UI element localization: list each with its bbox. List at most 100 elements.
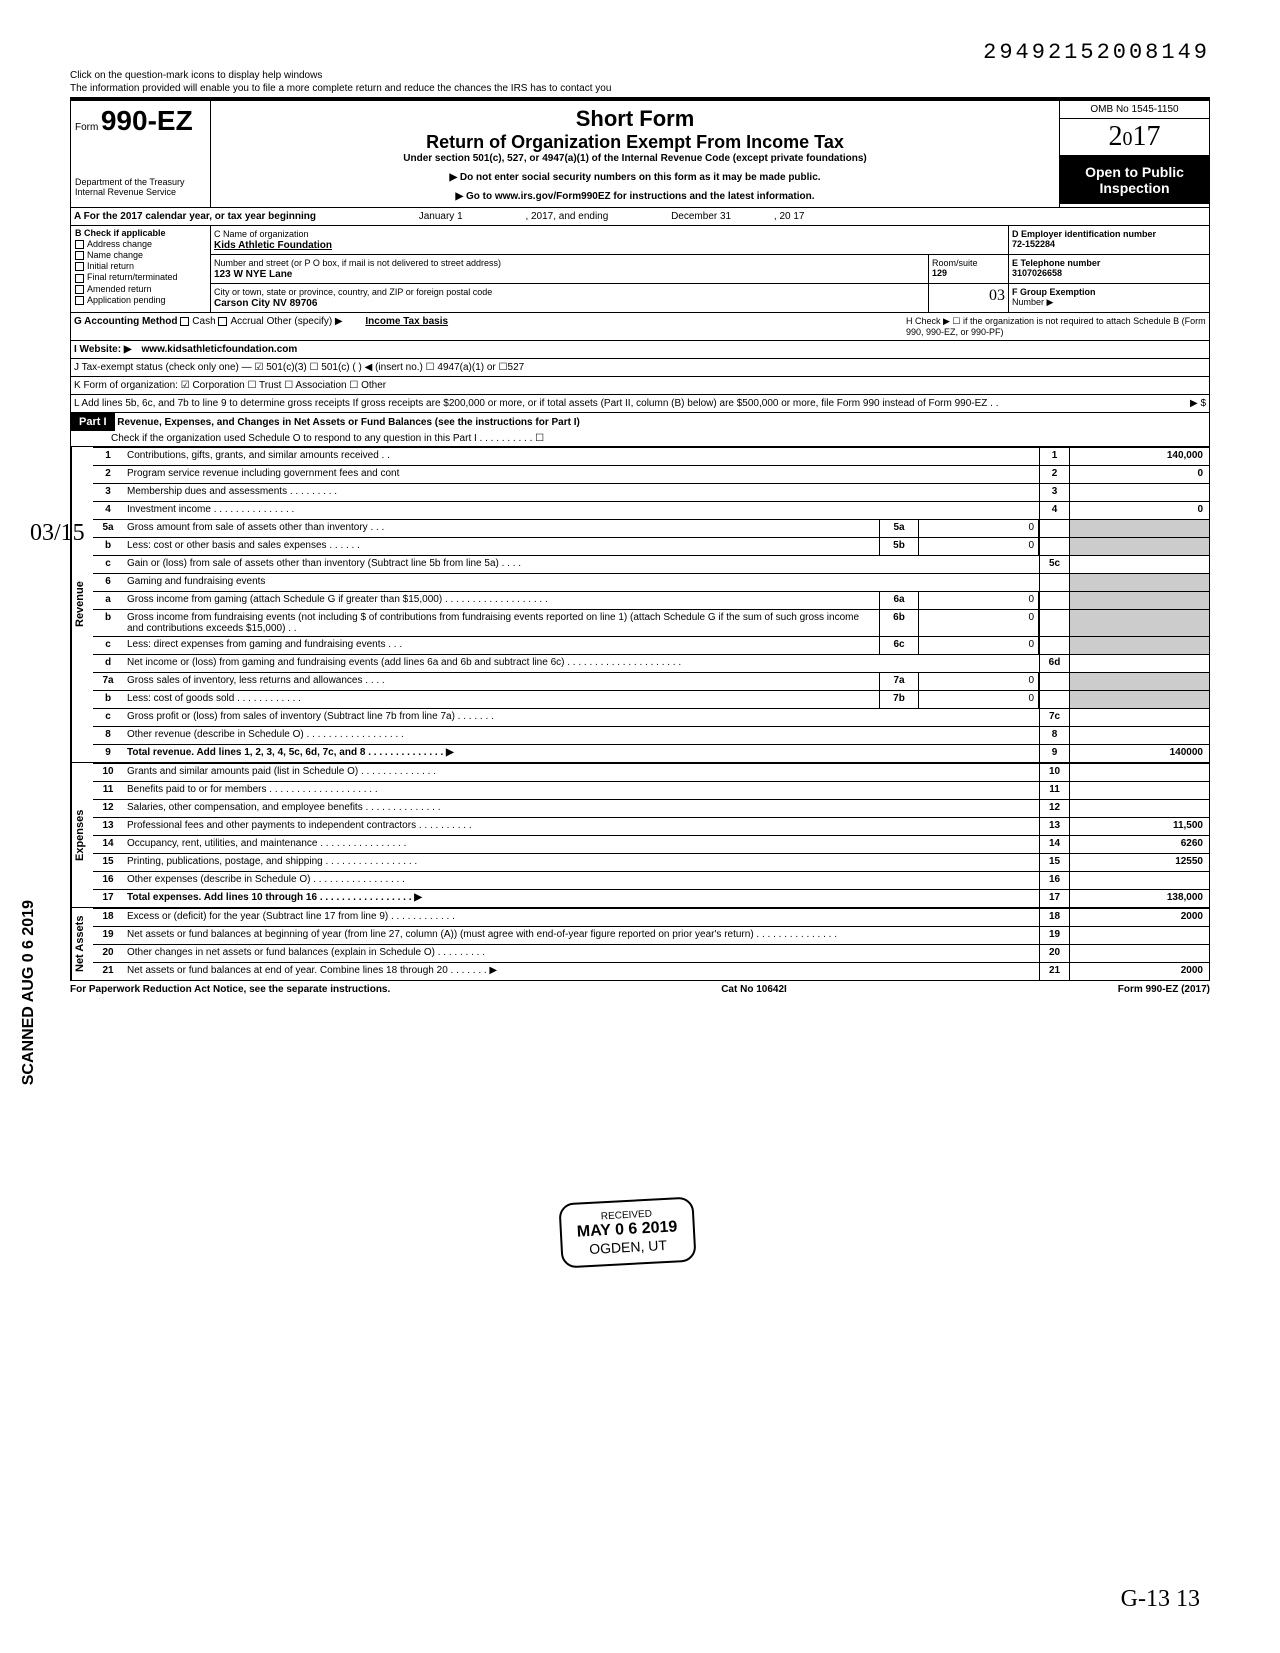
line-7a-val [1069, 673, 1209, 690]
room-value: 129 [932, 268, 947, 278]
line-6c-subval: 0 [919, 637, 1039, 654]
line-15-label: Printing, publications, postage, and shi… [123, 854, 1039, 871]
check-label: B Check if applicable [75, 228, 166, 238]
line-6c-sub: 6c [879, 637, 919, 654]
line-11-num: 11 [93, 782, 123, 799]
line-17-box: 17 [1039, 890, 1069, 907]
line-7b-subval: 0 [919, 691, 1039, 708]
phone-value: 3107026658 [1012, 268, 1062, 278]
year-suffix: , 20 17 [774, 211, 805, 222]
line-6b-label: Gross income from fundraising events (no… [123, 610, 879, 636]
accrual-opt[interactable]: Accrual [230, 316, 263, 327]
line-5a-box [1039, 520, 1069, 537]
handwrite-date: 03/15 [30, 520, 85, 547]
section-l-text: L Add lines 5b, 6c, and 7b to line 9 to … [74, 398, 999, 409]
street-value: 123 W NYE Lane [214, 269, 292, 280]
line-1-val: 140,000 [1069, 448, 1209, 465]
section-e-label: E Telephone number [1012, 258, 1100, 268]
line-5b-label: Less: cost or other basis and sales expe… [123, 538, 879, 555]
mid-text: , 2017, and ending [525, 211, 608, 222]
line-18-label: Excess or (deficit) for the year (Subtra… [123, 909, 1039, 926]
irs-label: Internal Revenue Service [75, 187, 206, 197]
line-3-num: 3 [93, 484, 123, 501]
part1-title: Revenue, Expenses, and Changes in Net As… [117, 417, 580, 428]
revenue-section: Revenue 1Contributions, gifts, grants, a… [70, 447, 1210, 763]
line-7c-val [1069, 709, 1209, 726]
line-9-num: 9 [93, 745, 123, 762]
section-f-label: F Group Exemption [1012, 287, 1096, 297]
line-19-num: 19 [93, 927, 123, 944]
city-value: Carson City NV 89706 [214, 298, 317, 309]
line-3-box: 3 [1039, 484, 1069, 501]
document-number: 29492152008149 [70, 40, 1210, 65]
line-18-num: 18 [93, 909, 123, 926]
line-18-box: 18 [1039, 909, 1069, 926]
line-16-val [1069, 872, 1209, 889]
part1-badge: Part I [71, 413, 115, 431]
line-15-box: 15 [1039, 854, 1069, 871]
check-name[interactable]: Name change [75, 250, 206, 260]
line-7b-val [1069, 691, 1209, 708]
line-11-val [1069, 782, 1209, 799]
line-14-label: Occupancy, rent, utilities, and maintena… [123, 836, 1039, 853]
line-7a-label: Gross sales of inventory, less returns a… [123, 673, 879, 690]
line-4-label: Investment income . . . . . . . . . . . … [123, 502, 1039, 519]
line-5a-num: 5a [93, 520, 123, 537]
line-18-val: 2000 [1069, 909, 1209, 926]
line-17-label: Total expenses. Add lines 10 through 16 … [123, 890, 1039, 907]
section-g-row: G Accounting Method Cash Accrual Other (… [70, 313, 1210, 341]
line-5b-subval: 0 [919, 538, 1039, 555]
tax-year: 20201717 [1060, 119, 1209, 156]
open-public: Open to Public Inspection [1060, 156, 1209, 204]
ssn-warning: ▶ Do not enter social security numbers o… [216, 172, 1054, 183]
line-17-val: 138,000 [1069, 890, 1209, 907]
line-1-label: Contributions, gifts, grants, and simila… [123, 448, 1039, 465]
start-date: January 1 [419, 211, 463, 222]
section-h: H Check ▶ ☐ if the organization is not r… [906, 316, 1206, 337]
line-3-val [1069, 484, 1209, 501]
line-7a-num: 7a [93, 673, 123, 690]
return-title: Return of Organization Exempt From Incom… [216, 132, 1054, 153]
other-opt: Other (specify) ▶ [267, 316, 343, 327]
room-label: Room/suite [932, 258, 978, 268]
check-final[interactable]: Final return/terminated [75, 272, 206, 282]
check-amended[interactable]: Amended return [75, 284, 206, 294]
line-5c-label: Gain or (loss) from sale of assets other… [123, 556, 1039, 573]
omb-number: OMB No 1545-1150 [1060, 101, 1209, 119]
line-8-box: 8 [1039, 727, 1069, 744]
line-6-label: Gaming and fundraising events [123, 574, 1039, 591]
received-stamp: RECEIVED MAY 0 6 2019 OGDEN, UT [558, 1197, 696, 1269]
check-address[interactable]: Address change [75, 239, 206, 249]
cash-opt[interactable]: Cash [192, 316, 215, 327]
line-20-label: Other changes in net assets or fund bala… [123, 945, 1039, 962]
line-16-box: 16 [1039, 872, 1069, 889]
line-9-label: Total revenue. Add lines 1, 2, 3, 4, 5c,… [123, 745, 1039, 762]
handwrite-g13: G-13 13 [1121, 1586, 1200, 1613]
line-5a-label: Gross amount from sale of assets other t… [123, 520, 879, 537]
line-20-box: 20 [1039, 945, 1069, 962]
line-4-num: 4 [93, 502, 123, 519]
line-6c-box [1039, 637, 1069, 654]
section-l-arrow: ▶ $ [1106, 398, 1206, 409]
accounting-label: G Accounting Method [74, 316, 178, 327]
line-15-val: 12550 [1069, 854, 1209, 871]
line-6a-label: Gross income from gaming (attach Schedul… [123, 592, 879, 609]
short-form-title: Short Form [216, 106, 1054, 132]
scanned-stamp: SCANNED AUG 0 6 2019 [20, 900, 38, 1085]
section-a-row: A For the 2017 calendar year, or tax yea… [70, 208, 1210, 226]
line-3-label: Membership dues and assessments . . . . … [123, 484, 1039, 501]
form-ref: Form 990-EZ (2017) [1118, 984, 1210, 995]
line-21-box: 21 [1039, 963, 1069, 980]
line-1-box: 1 [1039, 448, 1069, 465]
check-pending[interactable]: Application pending [75, 295, 206, 305]
dept-treasury: Department of the Treasury [75, 177, 206, 187]
line-6-val [1069, 574, 1209, 591]
line-7b-num: b [93, 691, 123, 708]
subtitle: Under section 501(c), 527, or 4947(a)(1)… [216, 153, 1054, 164]
line-6a-box [1039, 592, 1069, 609]
line-13-val: 11,500 [1069, 818, 1209, 835]
line-2-val: 0 [1069, 466, 1209, 483]
paperwork-notice: For Paperwork Reduction Act Notice, see … [70, 984, 390, 995]
street-label: Number and street (or P O box, if mail i… [214, 258, 501, 268]
check-initial[interactable]: Initial return [75, 261, 206, 271]
